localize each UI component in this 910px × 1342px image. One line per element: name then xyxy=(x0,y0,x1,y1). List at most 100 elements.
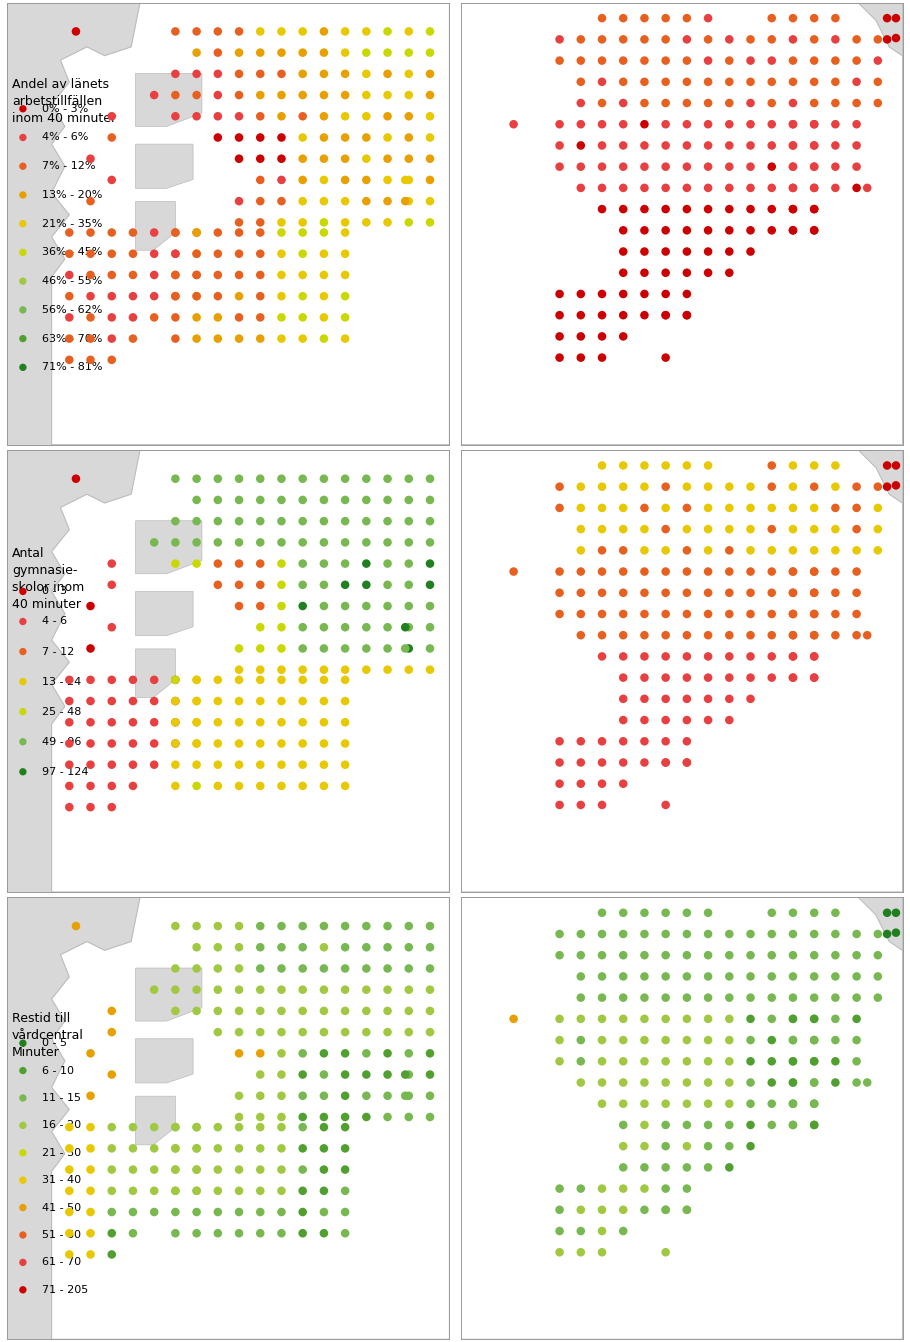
Point xyxy=(338,85,352,106)
Point xyxy=(105,286,119,307)
Point xyxy=(296,1138,310,1159)
Point xyxy=(595,1051,610,1072)
Point xyxy=(296,958,310,980)
Point xyxy=(828,923,843,945)
Point xyxy=(658,1198,672,1220)
Text: 31 - 40: 31 - 40 xyxy=(42,1176,81,1185)
Point xyxy=(658,455,672,476)
Point xyxy=(680,1114,694,1135)
Point xyxy=(785,986,800,1008)
Point xyxy=(126,670,140,691)
Point xyxy=(552,945,567,966)
Point xyxy=(573,945,588,966)
Point xyxy=(401,1000,416,1021)
Point xyxy=(147,754,161,776)
Point xyxy=(401,106,416,127)
Point xyxy=(380,20,395,42)
Point xyxy=(616,688,631,710)
Point xyxy=(168,307,183,329)
Point xyxy=(722,177,736,199)
Point xyxy=(658,966,672,988)
Point xyxy=(680,8,694,30)
Point xyxy=(83,776,97,797)
Point xyxy=(168,264,183,286)
Point xyxy=(658,945,672,966)
Point xyxy=(616,177,631,199)
Point xyxy=(317,286,331,307)
Point xyxy=(616,1114,631,1135)
Point xyxy=(317,958,331,980)
Point xyxy=(189,1159,204,1181)
Point xyxy=(658,1157,672,1178)
Point xyxy=(15,611,30,632)
Point xyxy=(828,476,843,498)
Point xyxy=(147,264,161,286)
Point xyxy=(296,553,310,574)
Point xyxy=(807,134,822,156)
Point xyxy=(274,1106,288,1127)
Point xyxy=(722,1114,736,1135)
Point xyxy=(147,85,161,106)
Point xyxy=(15,213,30,235)
Point xyxy=(616,752,631,773)
Point xyxy=(764,1072,779,1094)
Point xyxy=(722,1008,736,1029)
Point xyxy=(743,646,758,667)
Point xyxy=(210,286,225,307)
Point xyxy=(338,690,352,711)
Point xyxy=(15,671,30,692)
Point xyxy=(232,1021,247,1043)
Point xyxy=(189,1000,204,1021)
Point xyxy=(423,596,438,617)
Point xyxy=(398,191,412,212)
Point xyxy=(701,902,715,923)
Point xyxy=(637,710,652,731)
Point xyxy=(743,1008,758,1029)
Point xyxy=(338,553,352,574)
Point xyxy=(62,286,76,307)
Point xyxy=(210,754,225,776)
Point xyxy=(616,1029,631,1051)
Point xyxy=(849,134,864,156)
Point xyxy=(573,794,588,816)
Point xyxy=(274,596,288,617)
Point xyxy=(83,148,97,169)
Point xyxy=(423,937,438,958)
Point xyxy=(317,733,331,754)
Point xyxy=(401,148,416,169)
Point xyxy=(105,221,119,243)
Point xyxy=(637,518,652,539)
Point xyxy=(232,1000,247,1021)
Point xyxy=(785,134,800,156)
Point xyxy=(743,1114,758,1135)
Point xyxy=(722,923,736,945)
Point xyxy=(126,711,140,733)
Point xyxy=(552,28,567,50)
Point xyxy=(828,455,843,476)
Point xyxy=(680,1135,694,1157)
Text: 36% - 45%: 36% - 45% xyxy=(42,247,102,258)
Point xyxy=(253,1159,268,1181)
Point xyxy=(849,539,864,561)
Point xyxy=(253,63,268,85)
Point xyxy=(722,497,736,518)
Point xyxy=(807,539,822,561)
Point xyxy=(15,1279,30,1300)
Point xyxy=(722,986,736,1008)
Point xyxy=(274,221,288,243)
Point xyxy=(274,1086,288,1107)
Point xyxy=(62,1223,76,1244)
Point xyxy=(871,71,885,93)
Point xyxy=(722,1029,736,1051)
Point xyxy=(359,531,374,553)
Point xyxy=(338,1180,352,1201)
Point xyxy=(232,212,247,234)
Point xyxy=(296,148,310,169)
Point xyxy=(616,497,631,518)
Point xyxy=(595,28,610,50)
Point xyxy=(189,286,204,307)
Text: 63% - 70%: 63% - 70% xyxy=(42,334,102,344)
Point xyxy=(168,243,183,264)
Point xyxy=(880,923,895,945)
Point xyxy=(637,28,652,50)
